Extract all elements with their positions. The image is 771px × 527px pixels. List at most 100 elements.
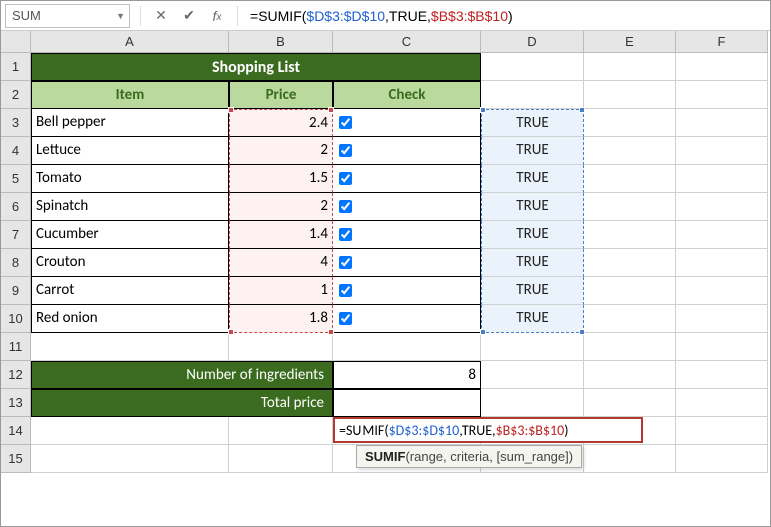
price-cell[interactable]: 2	[229, 193, 333, 221]
item-cell[interactable]: Crouton	[31, 249, 229, 277]
row-header-3[interactable]: 3	[1, 109, 31, 137]
check-cell[interactable]	[333, 221, 481, 249]
check-cell[interactable]	[333, 137, 481, 165]
linked-bool-cell[interactable]: TRUE	[481, 137, 584, 165]
cell[interactable]	[584, 333, 676, 361]
row-header-12[interactable]: 12	[1, 361, 31, 389]
range-handle[interactable]	[328, 107, 334, 113]
price-cell[interactable]: 1.8	[229, 305, 333, 333]
cell[interactable]	[31, 417, 229, 445]
row-header-2[interactable]: 2	[1, 81, 31, 109]
cell[interactable]	[584, 81, 676, 109]
cell[interactable]	[676, 165, 768, 193]
check-cell[interactable]	[333, 249, 481, 277]
item-cell[interactable]: Spinatch	[31, 193, 229, 221]
row-header-10[interactable]: 10	[1, 305, 31, 333]
checkbox[interactable]	[339, 200, 352, 213]
cell[interactable]	[676, 109, 768, 137]
row-header-14[interactable]: 14	[1, 417, 31, 445]
cell[interactable]	[481, 53, 584, 81]
summary-label-count[interactable]: Number of ingredients	[31, 361, 333, 389]
cell[interactable]	[333, 333, 481, 361]
checkbox[interactable]	[339, 144, 352, 157]
cell[interactable]	[481, 361, 584, 389]
cell[interactable]	[676, 305, 768, 333]
summary-label-total[interactable]: Total price	[31, 389, 333, 417]
cell[interactable]	[584, 445, 676, 473]
range-handle[interactable]	[228, 329, 234, 335]
item-cell[interactable]: Carrot	[31, 277, 229, 305]
row-header-9[interactable]: 9	[1, 277, 31, 305]
row-header-4[interactable]: 4	[1, 137, 31, 165]
title-cell[interactable]: Shopping List	[31, 53, 481, 81]
cell[interactable]	[676, 53, 768, 81]
range-handle[interactable]	[480, 329, 486, 335]
cell[interactable]	[584, 137, 676, 165]
col-header-E[interactable]: E	[584, 31, 676, 53]
linked-bool-cell[interactable]: TRUE	[481, 277, 584, 305]
item-cell[interactable]: Tomato	[31, 165, 229, 193]
cell[interactable]	[676, 389, 768, 417]
cell[interactable]	[229, 333, 333, 361]
cell[interactable]	[676, 277, 768, 305]
range-handle[interactable]	[328, 329, 334, 335]
row-header-8[interactable]: 8	[1, 249, 31, 277]
check-cell[interactable]	[333, 165, 481, 193]
row-header-15[interactable]: 15	[1, 445, 31, 473]
item-cell[interactable]: Bell pepper	[31, 109, 229, 137]
range-handle[interactable]	[579, 329, 585, 335]
cell[interactable]	[229, 445, 333, 473]
col-header-C[interactable]: C	[333, 31, 481, 53]
cell[interactable]	[676, 445, 768, 473]
cell[interactable]	[676, 193, 768, 221]
checkbox[interactable]	[339, 172, 352, 185]
row-header-5[interactable]: 5	[1, 165, 31, 193]
cell[interactable]	[229, 417, 333, 445]
row-header-11[interactable]: 11	[1, 333, 31, 361]
item-cell[interactable]: Red onion	[31, 305, 229, 333]
col-header-B[interactable]: B	[229, 31, 333, 53]
price-cell[interactable]: 2	[229, 137, 333, 165]
linked-bool-cell[interactable]: TRUE	[481, 305, 584, 333]
col-header-F[interactable]: F	[676, 31, 768, 53]
check-cell[interactable]	[333, 277, 481, 305]
cell[interactable]	[584, 389, 676, 417]
cell[interactable]	[676, 361, 768, 389]
header-check[interactable]: Check	[333, 81, 481, 109]
checkbox[interactable]	[339, 312, 352, 325]
linked-bool-cell[interactable]: TRUE	[481, 165, 584, 193]
cell[interactable]	[676, 137, 768, 165]
linked-bool-cell[interactable]: TRUE	[481, 193, 584, 221]
name-box-dropdown-icon[interactable]: ▼	[116, 11, 125, 21]
cell[interactable]	[481, 81, 584, 109]
linked-bool-cell[interactable]: TRUE	[481, 249, 584, 277]
row-header-7[interactable]: 7	[1, 221, 31, 249]
checkbox[interactable]	[339, 116, 352, 129]
item-cell[interactable]: Lettuce	[31, 137, 229, 165]
checkbox[interactable]	[339, 228, 352, 241]
linked-bool-cell[interactable]: TRUE	[481, 221, 584, 249]
cell[interactable]	[584, 221, 676, 249]
cell[interactable]	[676, 249, 768, 277]
cell[interactable]	[584, 277, 676, 305]
cell[interactable]	[584, 165, 676, 193]
cell-C13[interactable]	[333, 389, 481, 417]
row-header-6[interactable]: 6	[1, 193, 31, 221]
range-handle[interactable]	[480, 107, 486, 113]
cell[interactable]	[481, 333, 584, 361]
range-handle[interactable]	[579, 107, 585, 113]
cell[interactable]	[676, 221, 768, 249]
item-cell[interactable]: Cucumber	[31, 221, 229, 249]
check-cell[interactable]	[333, 109, 481, 137]
header-price[interactable]: Price	[229, 81, 333, 109]
cell[interactable]	[584, 109, 676, 137]
checkbox[interactable]	[339, 284, 352, 297]
cell[interactable]	[676, 417, 768, 445]
row-header-13[interactable]: 13	[1, 389, 31, 417]
enter-icon[interactable]: ✔	[175, 4, 203, 28]
range-handle[interactable]	[228, 107, 234, 113]
row-header-1[interactable]: 1	[1, 53, 31, 81]
header-item[interactable]: Item	[31, 81, 229, 109]
col-header-A[interactable]: A	[31, 31, 229, 53]
name-box[interactable]: SUM ▼	[5, 4, 130, 28]
